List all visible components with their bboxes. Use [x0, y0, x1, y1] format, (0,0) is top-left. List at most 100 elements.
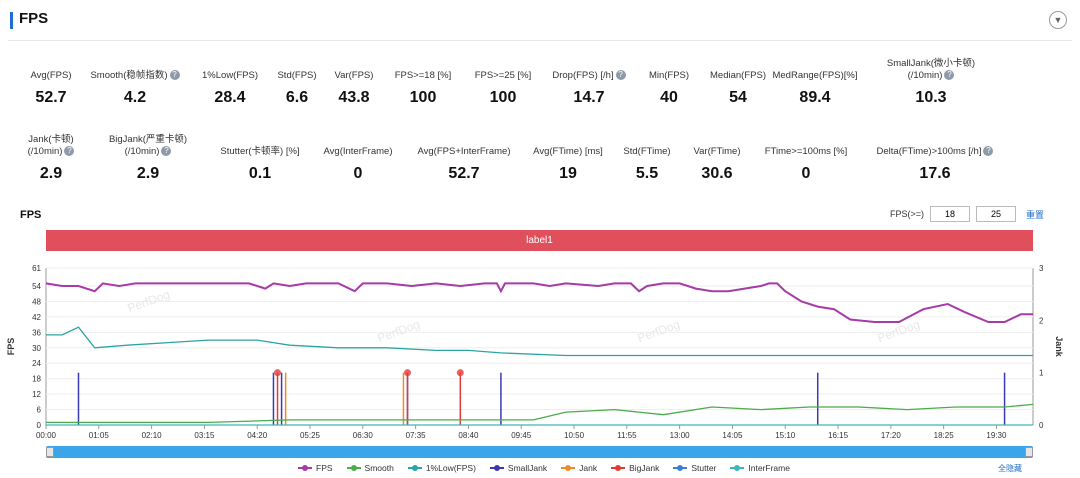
legend-item[interactable]: Smooth — [346, 463, 394, 473]
stat-label-text: 1%Low(FPS) — [202, 70, 258, 81]
time-scrollbar[interactable] — [46, 446, 1033, 458]
x-tick-label: 17:20 — [881, 431, 902, 440]
stat-label-text: Min(FPS) — [648, 70, 690, 81]
stat-value: 54 — [729, 89, 747, 106]
stat-label-text: Smooth(稳帧指数) — [90, 70, 168, 81]
legend-item[interactable]: InterFrame — [730, 463, 790, 473]
stat-value: 52.7 — [35, 89, 67, 106]
x-tick-label: 13:00 — [670, 431, 691, 440]
stat-label: 1%Low(FPS) — [170, 70, 290, 82]
stat-card: Delta(FTime)>100ms [/h]? 17.6 — [875, 146, 995, 183]
legend-item[interactable]: BigJank — [611, 463, 659, 473]
stat-card: 1%Low(FPS) 28.4 — [170, 70, 290, 107]
legend-item[interactable]: Stutter — [673, 463, 716, 473]
help-icon[interactable]: ? — [64, 146, 75, 157]
stat-label-text: MedRange(FPS)[%] — [772, 70, 858, 81]
x-tick-label: 15:10 — [775, 431, 796, 440]
stat-card: Var(FPS) 43.8 — [294, 70, 414, 107]
stat-value: 2.9 — [39, 165, 63, 182]
y-tick-label: 48 — [32, 297, 41, 306]
stat-value: 10.3 — [915, 89, 947, 106]
stat-label-unit-text: (/10min) — [27, 146, 63, 157]
stat-label-text: Std(FPS) — [277, 70, 317, 81]
stat-label: FPS>=25 [%] — [443, 70, 563, 82]
stat-card: Avg(FPS) 52.7 — [0, 70, 111, 107]
stat-card: BigJank(严重卡顿) (/10min)? 2.9 — [88, 134, 208, 183]
bigjank-marker — [456, 369, 464, 377]
legend-label: FPS — [316, 463, 333, 473]
scrollbar-right-handle[interactable] — [1025, 447, 1033, 457]
stat-value: 89.4 — [799, 89, 831, 106]
x-tick-label: 06:30 — [353, 431, 374, 440]
stat-label: SmallJank(微小卡顿) — [871, 58, 991, 70]
legend-item[interactable]: 1%Low(FPS) — [407, 463, 476, 473]
collapse-chevron-icon[interactable]: ▼ — [1049, 11, 1067, 29]
x-tick-label: 11:55 — [617, 431, 637, 440]
stat-label: Jank(卡顿) — [0, 134, 111, 146]
stat-value: 4.2 — [123, 89, 147, 106]
stat-label-text: Avg(FPS) — [30, 70, 72, 81]
stat-value: 52.7 — [448, 165, 480, 182]
legend-swatch-icon — [407, 465, 422, 471]
stat-label: BigJank(严重卡顿) — [88, 134, 208, 146]
label-band[interactable]: label1 — [46, 230, 1033, 251]
stat-label-text: FPS>=18 [%] — [394, 70, 452, 81]
y-tick-label: 12 — [32, 390, 41, 399]
y2-tick-label: 0 — [1039, 421, 1044, 430]
scrollbar-left-handle[interactable] — [46, 447, 54, 457]
legend-label: SmallJank — [507, 463, 548, 473]
1-low-fps--series-line — [46, 326, 1033, 357]
stat-label: Drop(FPS) [/h]? — [529, 70, 649, 82]
y-tick-label: 54 — [32, 282, 41, 291]
stat-card: Avg(InterFrame) 0 — [298, 146, 418, 183]
legend-swatch-icon — [346, 465, 361, 471]
fps-filter-low-input[interactable] — [929, 206, 970, 222]
legend-item[interactable]: SmallJank — [489, 463, 548, 473]
stat-label-text: Jank(卡顿) — [28, 134, 74, 145]
x-tick-label: 00:00 — [36, 431, 57, 440]
x-tick-label: 05:25 — [300, 431, 321, 440]
help-icon[interactable]: ? — [615, 70, 626, 81]
fps-filter-reset-link[interactable]: 重置 — [1025, 209, 1044, 220]
stat-label-unit: (/10min)? — [0, 146, 111, 158]
help-icon[interactable]: ? — [169, 70, 180, 81]
stat-label-text: Avg(FPS+InterFrame) — [417, 146, 511, 157]
watermark: PerfDog — [636, 317, 682, 345]
fps-series-line — [45, 282, 1033, 323]
fps-filter-high-input[interactable] — [975, 206, 1016, 222]
stat-value: 100 — [409, 89, 437, 106]
x-tick-label: 01:05 — [89, 431, 110, 440]
stat-card: Avg(FTime) [ms] 19 — [508, 146, 628, 183]
stat-label: FPS>=18 [%] — [363, 70, 483, 82]
stat-label-text: Median(FPS) — [710, 70, 766, 81]
help-icon[interactable]: ? — [161, 146, 172, 157]
legend-label: Smooth — [364, 463, 394, 473]
stat-label: Avg(FTime) [ms] — [508, 146, 628, 158]
hide-all-link[interactable]: 全隐藏 — [998, 464, 1022, 473]
watermark: PerfDog — [376, 317, 422, 345]
y-tick-label: 18 — [32, 375, 41, 384]
y2-tick-label: 1 — [1039, 369, 1044, 378]
bigjank-marker — [274, 369, 282, 377]
stat-card: FPS>=25 [%] 100 — [443, 70, 563, 107]
fps-filter: FPS(>=) 重置 — [890, 206, 1044, 222]
y-tick-label: 36 — [32, 328, 41, 337]
legend-item[interactable]: Jank — [561, 463, 597, 473]
legend-item[interactable]: FPS — [298, 463, 333, 473]
stat-label-text: Var(FPS) — [334, 70, 374, 81]
stat-label-text: Var(FTime) — [693, 146, 741, 157]
stat-card: SmallJank(微小卡顿) (/10min)? 10.3 — [871, 58, 991, 107]
stat-label-unit: (/10min)? — [871, 70, 991, 82]
help-icon[interactable]: ? — [983, 146, 994, 157]
stat-value: 100 — [489, 89, 517, 106]
stat-label: Std(FPS) — [237, 70, 357, 82]
help-icon[interactable]: ? — [944, 70, 955, 81]
legend-swatch-icon — [561, 465, 576, 471]
x-tick-label: 02:10 — [142, 431, 163, 440]
stat-label: Median(FPS) — [678, 70, 798, 82]
legend-swatch-icon — [673, 465, 688, 471]
stat-card: Median(FPS) 54 — [678, 70, 798, 107]
panel-title: FPS — [19, 10, 49, 27]
stat-label: Smooth(稳帧指数)? — [75, 70, 195, 82]
stat-value: 2.9 — [136, 165, 160, 182]
